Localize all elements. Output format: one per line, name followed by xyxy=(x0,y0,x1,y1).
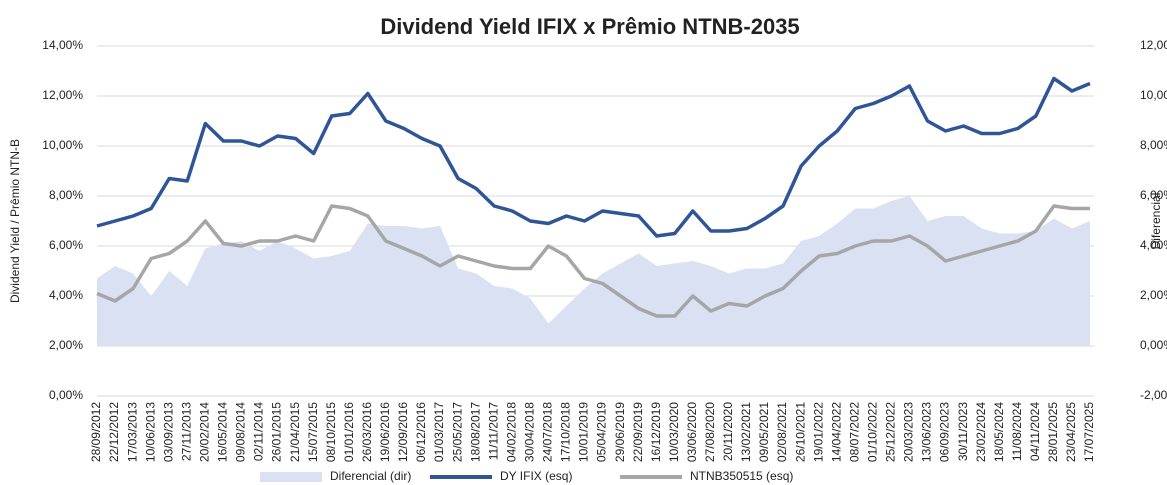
x-tick-label: 05/04/2019 xyxy=(595,402,609,462)
area xyxy=(97,196,1090,346)
y-tick-label: 8,00% xyxy=(49,188,83,202)
x-tick-label: 25/05/2017 xyxy=(450,402,464,462)
x-tick-label: 26/01/2015 xyxy=(270,402,284,462)
x-tick-label: 28/01/2025 xyxy=(1046,402,1060,462)
y-tick-label: 6,00% xyxy=(49,238,83,252)
x-tick-label: 12/09/2016 xyxy=(396,402,410,462)
x-tick-label: 02/08/2021 xyxy=(775,402,789,462)
y-tick-label: 0,00% xyxy=(49,388,83,402)
line xyxy=(96,76,1091,238)
x-tick-label: 08/07/2022 xyxy=(847,402,861,462)
x-tick-label: 01/03/2017 xyxy=(432,402,446,462)
x-tick-label: 20/03/2023 xyxy=(902,402,916,462)
y2-axis-title: Diferencial xyxy=(1149,193,1163,250)
x-tick-label: 18/08/2017 xyxy=(468,402,482,462)
x-tick-label: 22/09/2019 xyxy=(631,402,645,462)
y2-tick-label: 4,00% xyxy=(1140,238,1167,252)
x-tick-label: 20/02/2014 xyxy=(197,402,211,462)
y-axis-title: Dividend Yield / Prêmio NTN-B xyxy=(8,139,22,303)
x-tick-label: 27/08/2020 xyxy=(703,402,717,462)
y2-tick-label: 2,00% xyxy=(1140,288,1167,302)
x-tick-label: 22/12/2012 xyxy=(107,402,121,462)
x-tick-label: 16/12/2019 xyxy=(649,402,663,462)
y-tick-label: 2,00% xyxy=(49,338,83,352)
x-tick-label: 19/06/2016 xyxy=(378,402,392,462)
x-tick-label: 17/03/2013 xyxy=(125,402,139,462)
x-tick-label: 13/02/2021 xyxy=(739,402,753,462)
x-tick-label: 26/03/2016 xyxy=(360,402,374,462)
x-tick-label: 03/09/2013 xyxy=(161,402,175,462)
x-tick-label: 11/11/2017 xyxy=(486,402,500,461)
x-tick-label: 10/06/2013 xyxy=(143,402,157,462)
x-tick-label: 30/04/2018 xyxy=(522,402,536,462)
x-tick-label: 26/10/2021 xyxy=(793,402,807,462)
x-tick-label: 16/05/2014 xyxy=(216,402,230,462)
x-tick-label: 04/11/2024 xyxy=(1028,402,1042,461)
y2-tick-label: -2,00% xyxy=(1140,388,1167,402)
x-tick-label: 06/12/2016 xyxy=(414,402,428,462)
x-tick-label: 24/07/2018 xyxy=(541,402,555,462)
x-tick-label: 18/05/2024 xyxy=(992,402,1006,462)
x-tick-label: 11/08/2024 xyxy=(1010,402,1024,461)
x-tick-label: 10/01/2019 xyxy=(577,402,591,462)
legend-swatch xyxy=(260,472,322,482)
y2-tick-label: 12,00% xyxy=(1140,38,1167,52)
x-tick-label: 25/12/2022 xyxy=(884,402,898,462)
y-tick-label: 10,00% xyxy=(42,138,83,152)
x-tick-label: 02/11/2014 xyxy=(252,402,266,461)
x-tick-label: 30/11/2023 xyxy=(956,402,970,461)
x-tick-label: 01/01/2016 xyxy=(342,402,356,462)
legend-label: NTNB350515 (esq) xyxy=(690,469,793,483)
y2-tick-label: 6,00% xyxy=(1140,188,1167,202)
x-tick-label: 27/11/2013 xyxy=(179,402,193,461)
x-tick-label: 28/09/2012 xyxy=(89,402,103,462)
x-tick-label: 29/06/2019 xyxy=(613,402,627,462)
y-tick-label: 4,00% xyxy=(49,288,83,302)
x-tick-label: 13/06/2023 xyxy=(920,402,934,462)
x-tick-label: 09/08/2014 xyxy=(234,402,248,462)
y-tick-label: 12,00% xyxy=(42,88,83,102)
x-tick-label: 08/10/2015 xyxy=(324,402,338,462)
x-tick-label: 23/04/2025 xyxy=(1064,402,1078,462)
y2-tick-label: 10,00% xyxy=(1140,88,1167,102)
x-tick-label: 20/11/2020 xyxy=(721,402,735,461)
line xyxy=(96,204,1090,318)
x-tick-label: 04/02/2018 xyxy=(504,402,518,462)
y2-tick-label: 0,00% xyxy=(1140,338,1167,352)
x-tick-label: 21/04/2015 xyxy=(288,402,302,462)
x-tick-label: 01/10/2022 xyxy=(866,402,880,462)
x-tick-label: 10/03/2020 xyxy=(667,402,681,462)
x-tick-label: 03/06/2020 xyxy=(685,402,699,462)
legend-label: DY IFIX (esq) xyxy=(500,469,572,483)
y-tick-label: 14,00% xyxy=(42,38,83,52)
x-tick-label: 17/10/2018 xyxy=(559,402,573,462)
x-tick-label: 09/05/2021 xyxy=(757,402,771,462)
x-tick-label: 19/01/2022 xyxy=(811,402,825,462)
chart-title: Dividend Yield IFIX x Prêmio NTNB-2035 xyxy=(380,14,799,39)
legend-label: Diferencial (dir) xyxy=(330,469,411,483)
x-tick-label: 17/07/2025 xyxy=(1082,402,1096,462)
x-tick-label: 14/04/2022 xyxy=(829,402,843,462)
x-tick-label: 06/09/2023 xyxy=(938,402,952,462)
x-tick-label: 15/07/2015 xyxy=(306,402,320,462)
x-tick-label: 23/02/2024 xyxy=(974,402,988,462)
y2-tick-label: 8,00% xyxy=(1140,138,1167,152)
